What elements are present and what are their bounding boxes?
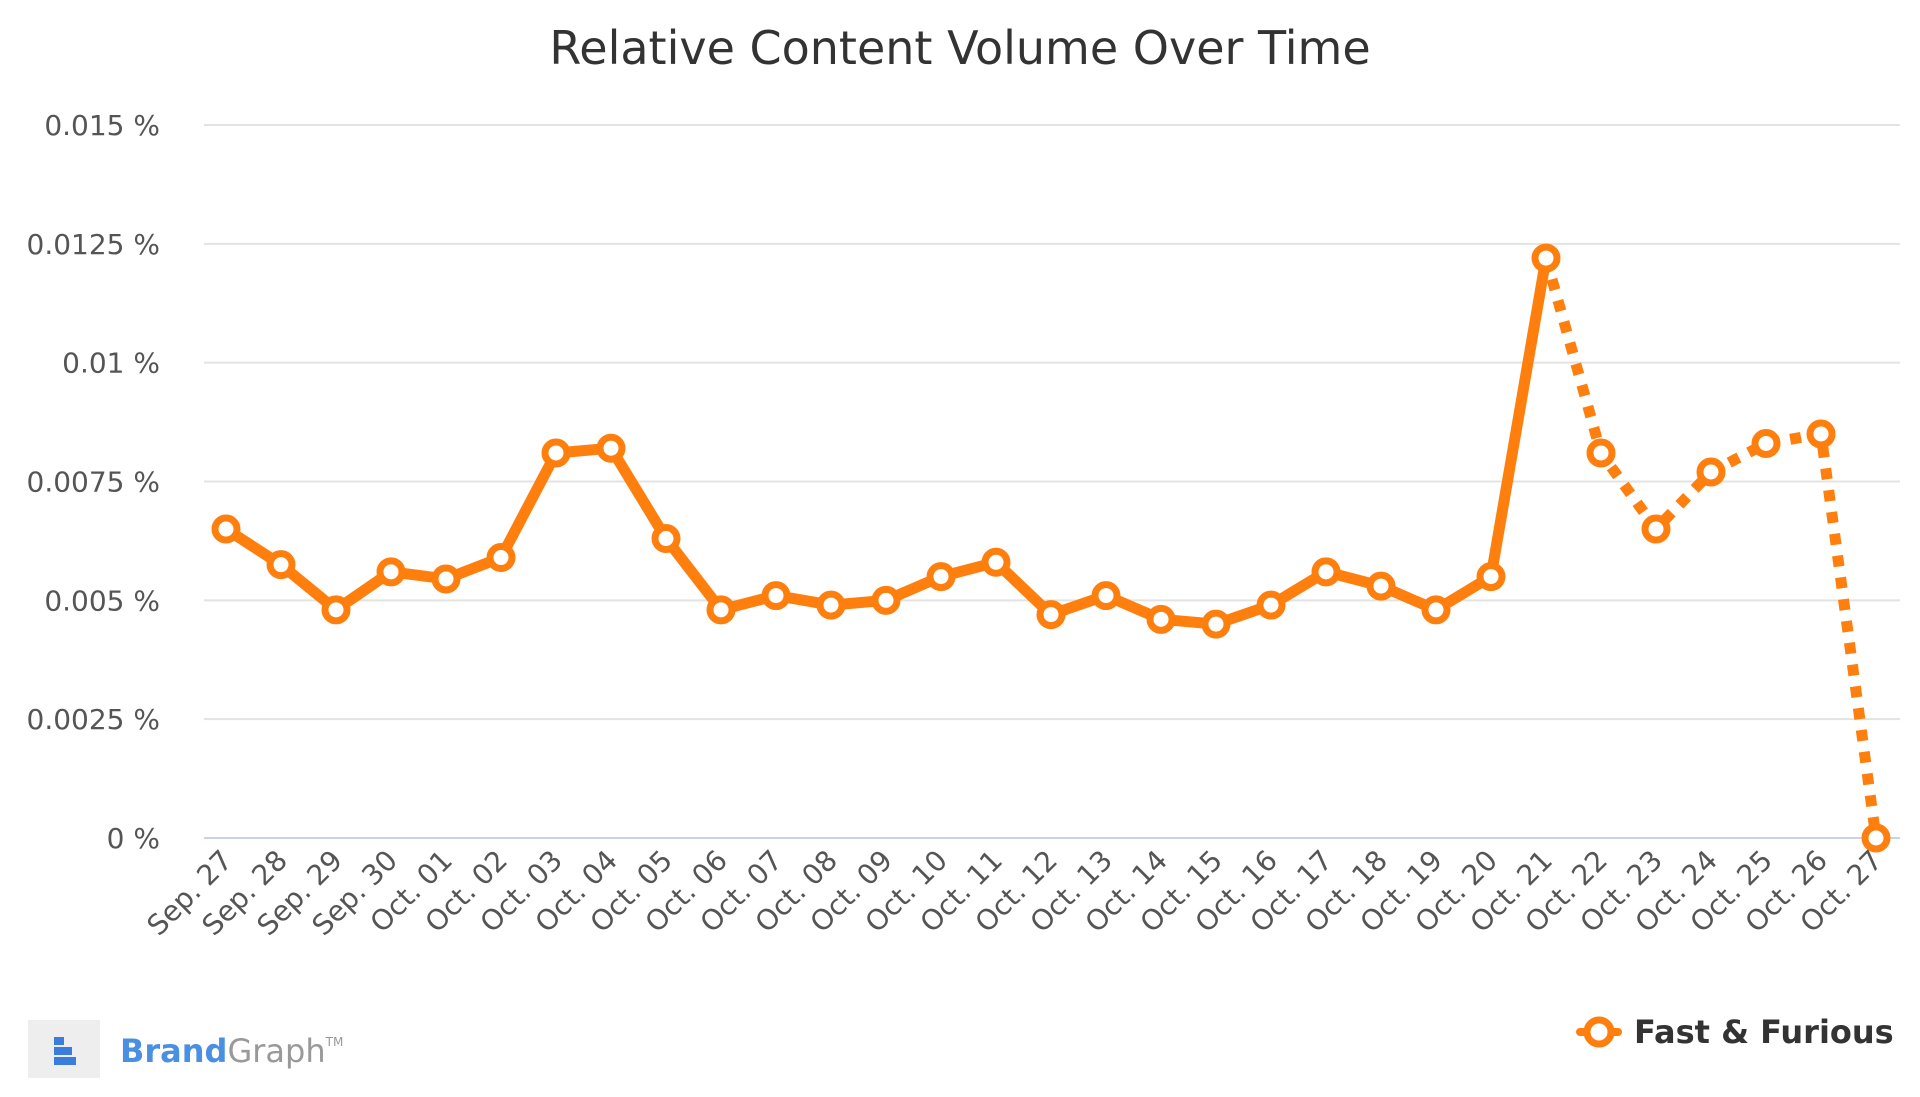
data-point[interactable] (1861, 823, 1891, 853)
data-point[interactable] (1146, 604, 1176, 634)
y-tick-label: 0.0075 % (27, 466, 160, 499)
data-point[interactable] (211, 514, 241, 544)
data-point[interactable] (761, 581, 791, 611)
data-point[interactable] (486, 543, 516, 573)
data-point[interactable] (1476, 562, 1506, 592)
data-point[interactable] (816, 590, 846, 620)
data-point[interactable] (1696, 457, 1726, 487)
data-point[interactable] (1751, 428, 1781, 458)
data-point[interactable] (706, 595, 736, 625)
data-point[interactable] (541, 438, 571, 468)
data-point[interactable] (1641, 514, 1671, 544)
y-tick-label: 0.015 % (44, 109, 160, 142)
series-line-dotted (1540, 256, 1882, 839)
data-point[interactable] (1586, 438, 1616, 468)
data-points (211, 243, 1891, 853)
data-point[interactable] (651, 524, 681, 554)
y-tick-label: 0.0025 % (27, 703, 160, 736)
legend-marker-icon (1583, 1016, 1615, 1048)
data-point[interactable] (266, 550, 296, 580)
y-tick-label: 0.01 % (62, 347, 160, 380)
legend-label: Fast & Furious (1634, 1013, 1894, 1051)
brandgraph-logo: BrandGraphTM (28, 1020, 343, 1078)
brandgraph-logo-icon (54, 1037, 76, 1065)
chart-title: Relative Content Volume Over Time (549, 21, 1370, 75)
data-point[interactable] (1421, 595, 1451, 625)
data-point[interactable] (981, 547, 1011, 577)
series-line-solid (220, 252, 1552, 630)
data-point[interactable] (1366, 571, 1396, 601)
brand-wordmark: BrandGraphTM (120, 1032, 343, 1070)
data-point[interactable] (871, 585, 901, 615)
data-point[interactable] (1201, 609, 1231, 639)
data-point[interactable] (1036, 600, 1066, 630)
y-tick-label: 0.0125 % (27, 228, 160, 261)
y-tick-label: 0.005 % (44, 584, 160, 617)
y-axis-ticks: 0 % 0.0025 % 0.005 % 0.0075 % 0.01 % 0.0125 %… (27, 109, 160, 855)
data-point[interactable] (1806, 419, 1836, 449)
data-point[interactable] (376, 557, 406, 587)
data-point[interactable] (926, 562, 956, 592)
data-point[interactable] (431, 564, 461, 594)
grid-lines (204, 124, 1900, 839)
data-point[interactable] (321, 595, 351, 625)
data-point[interactable] (1531, 243, 1561, 273)
data-point[interactable] (1311, 557, 1341, 587)
data-point[interactable] (596, 433, 626, 463)
data-point[interactable] (1091, 581, 1121, 611)
y-tick-label: 0 % (107, 822, 160, 855)
series-fast-and-furious (220, 252, 1882, 839)
data-point[interactable] (1256, 590, 1286, 620)
legend[interactable]: Fast & Furious (1576, 1013, 1894, 1051)
